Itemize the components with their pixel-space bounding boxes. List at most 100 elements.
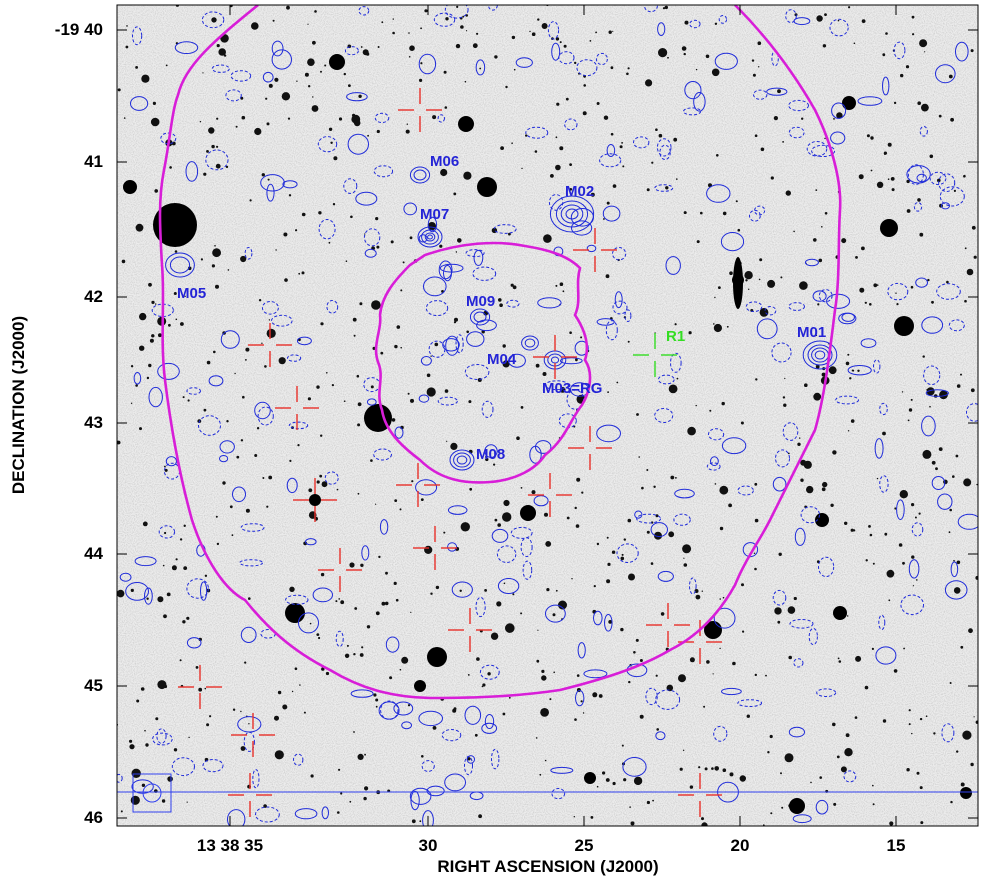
star: [850, 528, 854, 532]
negative-contour: [433, 12, 456, 27]
star: [824, 212, 828, 215]
star: [135, 223, 144, 232]
star: [408, 56, 411, 58]
negative-contour: [772, 589, 787, 606]
optical-crosses: [178, 88, 722, 817]
star: [662, 7, 666, 10]
contour: [165, 252, 195, 278]
star: [420, 27, 422, 30]
negative-contour: [806, 141, 828, 157]
star: [854, 716, 858, 719]
star: [408, 32, 410, 34]
contour: [559, 357, 583, 365]
contour: [657, 570, 674, 582]
star: [198, 687, 203, 692]
star: [240, 439, 244, 442]
star: [813, 238, 817, 242]
star: [555, 284, 558, 287]
star: [800, 459, 807, 466]
star: [525, 134, 528, 137]
contour: [393, 701, 414, 716]
contour: [596, 318, 615, 326]
contour: [426, 785, 445, 797]
contour: [134, 556, 157, 567]
contour: [466, 331, 485, 347]
contour: [237, 716, 262, 733]
contour: [409, 166, 431, 184]
star: [799, 281, 808, 290]
contour: [271, 40, 284, 57]
star: [211, 144, 215, 149]
source-label-m03: M03=RG: [542, 380, 602, 397]
star: [606, 536, 609, 539]
star: [606, 579, 611, 584]
contour: [423, 276, 447, 297]
star: [432, 726, 437, 730]
negative-contour: [373, 448, 393, 461]
star: [361, 646, 364, 649]
star: [340, 600, 345, 605]
star: [320, 322, 324, 326]
star: [335, 600, 338, 603]
star: [575, 358, 578, 362]
star: [249, 199, 252, 202]
negative-contour: [645, 687, 658, 706]
star: [130, 402, 133, 404]
negative-contour: [343, 178, 358, 194]
contour: [551, 42, 561, 61]
negative-contour: [551, 788, 566, 800]
x-tick-labels: 13 38 35 30 25 20 15: [197, 836, 906, 855]
negative-contour: [288, 421, 309, 430]
bright-star: [153, 203, 197, 247]
star: [298, 272, 301, 275]
star: [695, 594, 701, 600]
star: [668, 384, 678, 394]
star: [364, 753, 366, 756]
star: [299, 684, 301, 686]
star: [611, 550, 616, 554]
negative-contour: [240, 523, 265, 532]
star: [443, 531, 446, 534]
star: [639, 659, 643, 662]
star: [184, 295, 186, 297]
contour: [814, 350, 826, 360]
star: [606, 201, 610, 205]
star: [282, 704, 288, 710]
beam-box: [132, 773, 172, 813]
star: [740, 421, 744, 425]
star: [154, 189, 158, 193]
contour: [219, 440, 235, 454]
star: [885, 32, 888, 35]
star: [229, 505, 233, 509]
star: [234, 372, 236, 375]
star: [384, 601, 389, 606]
contour: [125, 582, 150, 601]
star: [914, 516, 917, 519]
negative-contour: [171, 757, 195, 776]
contour: [794, 527, 806, 546]
negative-contour: [771, 342, 792, 363]
star: [274, 715, 279, 721]
contour: [294, 808, 318, 820]
contour: [418, 394, 430, 403]
contour: [882, 76, 890, 96]
negative-contour: [510, 526, 533, 539]
star: [553, 671, 555, 674]
star: [311, 105, 319, 112]
contour: [714, 52, 738, 70]
contour: [378, 701, 400, 720]
star: [328, 127, 333, 131]
contour: [957, 513, 978, 530]
contour: [443, 265, 452, 282]
star: [274, 77, 279, 82]
contour: [449, 449, 475, 471]
source-label-m04: M04: [487, 351, 517, 368]
star: [440, 168, 448, 177]
negative-contour: [948, 319, 965, 332]
star: [612, 781, 616, 786]
star: [455, 251, 458, 253]
star: [639, 714, 644, 719]
negative-contour: [753, 89, 768, 100]
x-axis-title: RIGHT ASCENSION (J2000): [437, 857, 658, 876]
negative-contour: [923, 365, 941, 386]
